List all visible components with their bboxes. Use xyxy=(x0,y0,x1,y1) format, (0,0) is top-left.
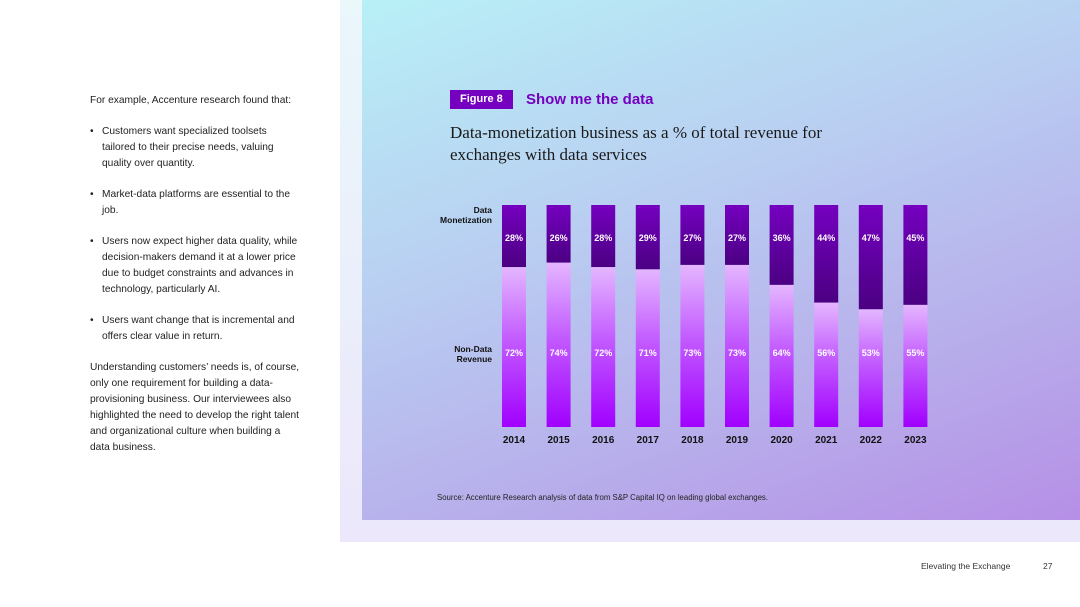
series-label-data: Monetization xyxy=(440,215,492,225)
x-tick-label: 2022 xyxy=(860,435,883,446)
figure-badge: Figure 8 xyxy=(450,90,513,109)
x-tick-label: 2018 xyxy=(681,435,704,446)
findings-list: Customers want specialized toolsets tail… xyxy=(90,124,300,345)
bar-non-data-revenue xyxy=(725,264,749,427)
bar-data-monetization xyxy=(502,205,526,268)
bar-non-data-revenue xyxy=(903,304,928,427)
x-tick-label: 2015 xyxy=(547,435,570,446)
data-label-non-data-revenue: 71% xyxy=(639,348,657,358)
finding-item: Market-data platforms are essential to t… xyxy=(90,187,300,219)
outro-paragraph: Understanding customers’ needs is, of co… xyxy=(90,362,300,453)
bar-non-data-revenue xyxy=(635,269,660,427)
footer-title: Elevating the Exchange xyxy=(921,561,1011,571)
x-tick-label: 2019 xyxy=(726,435,749,446)
data-label-non-data-revenue: 53% xyxy=(862,348,880,358)
series-label-data: Data xyxy=(474,205,493,215)
bar-non-data-revenue xyxy=(858,309,883,427)
source-note: Source: Accenture Research analysis of d… xyxy=(437,493,768,502)
data-label-non-data-revenue: 64% xyxy=(773,348,791,358)
bar-data-monetization xyxy=(903,205,928,305)
bar-data-monetization xyxy=(814,205,839,303)
body-text-column: For example, Accenture research found th… xyxy=(90,93,300,471)
series-label-non-data: Revenue xyxy=(457,354,493,364)
data-label-non-data-revenue: 72% xyxy=(594,348,612,358)
data-label-data-monetization: 27% xyxy=(683,233,701,243)
x-tick-label: 2017 xyxy=(637,435,660,446)
data-label-data-monetization: 27% xyxy=(728,233,746,243)
bar-data-monetization xyxy=(769,205,794,285)
data-label-data-monetization: 36% xyxy=(773,233,791,243)
bar-data-monetization xyxy=(591,205,616,268)
finding-item: Users now expect higher data quality, wh… xyxy=(90,234,300,298)
data-label-non-data-revenue: 73% xyxy=(728,348,746,358)
data-label-data-monetization: 28% xyxy=(594,233,612,243)
bar-non-data-revenue xyxy=(769,284,794,427)
data-label-non-data-revenue: 55% xyxy=(906,348,924,358)
series-label-non-data: Non-Data xyxy=(454,344,492,354)
bar-data-monetization xyxy=(725,205,749,265)
bar-non-data-revenue xyxy=(546,262,571,427)
chart-title: Data-monetization business as a % of tot… xyxy=(450,123,822,164)
x-tick-label: 2014 xyxy=(503,435,526,446)
figure-panel xyxy=(362,0,1080,520)
x-tick-label: 2023 xyxy=(904,435,927,446)
data-label-data-monetization: 29% xyxy=(639,233,657,243)
bar-data-monetization xyxy=(858,205,883,310)
data-label-non-data-revenue: 74% xyxy=(550,348,568,358)
x-tick-label: 2020 xyxy=(770,435,793,446)
data-label-data-monetization: 44% xyxy=(817,233,835,243)
finding-item: Users want change that is incremental an… xyxy=(90,313,300,345)
figure-title: Show me the data xyxy=(526,91,654,108)
x-tick-label: 2021 xyxy=(815,435,838,446)
finding-item: Customers want specialized toolsets tail… xyxy=(90,124,300,172)
data-label-data-monetization: 26% xyxy=(550,233,568,243)
intro-paragraph: For example, Accenture research found th… xyxy=(90,95,292,106)
data-label-data-monetization: 47% xyxy=(862,233,880,243)
bar-data-monetization xyxy=(680,205,705,265)
data-label-data-monetization: 45% xyxy=(906,233,924,243)
bar-non-data-revenue xyxy=(502,267,526,427)
data-label-data-monetization: 28% xyxy=(505,233,523,243)
bar-non-data-revenue xyxy=(680,264,705,427)
bar-data-monetization xyxy=(546,205,571,263)
data-label-non-data-revenue: 56% xyxy=(817,348,835,358)
bar-non-data-revenue xyxy=(591,267,616,427)
x-tick-label: 2016 xyxy=(592,435,615,446)
bar-data-monetization xyxy=(635,205,660,270)
data-label-non-data-revenue: 72% xyxy=(505,348,523,358)
bar-non-data-revenue xyxy=(814,302,839,427)
data-label-non-data-revenue: 73% xyxy=(683,348,701,358)
page-number: 27 xyxy=(1043,561,1053,571)
